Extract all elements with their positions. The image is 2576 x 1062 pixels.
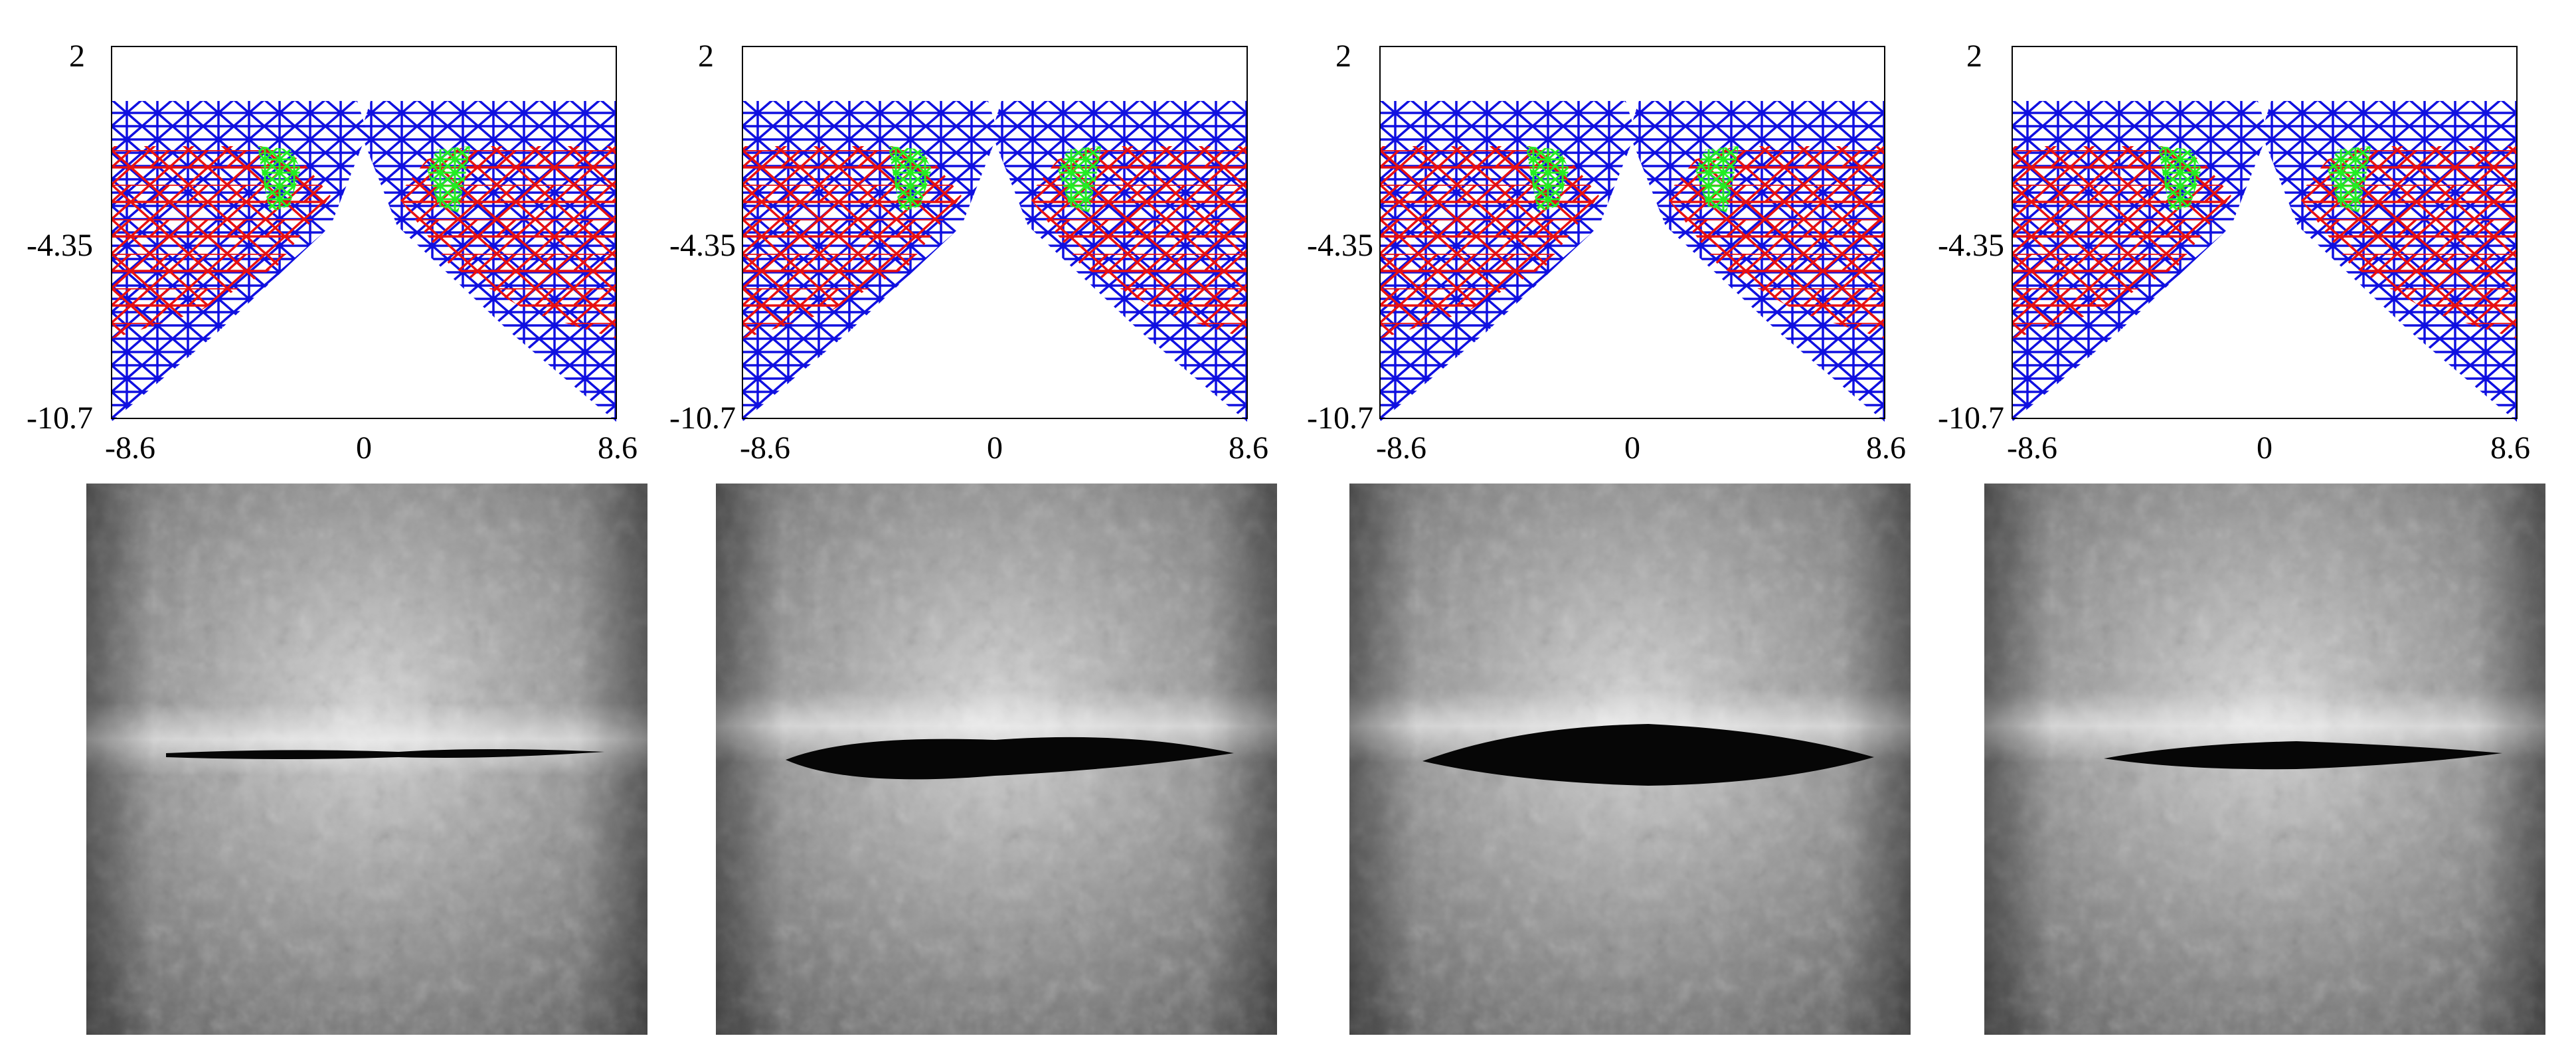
y-tick-bottom: -10.7 bbox=[27, 400, 93, 436]
x-tick-center: 0 bbox=[356, 430, 372, 466]
mesh-panel-1 bbox=[111, 46, 617, 422]
mesh-panel-2 bbox=[742, 46, 1248, 422]
incision-slit bbox=[1422, 724, 1874, 786]
incision-slit bbox=[786, 737, 1234, 780]
tissue-photo-3 bbox=[1349, 484, 1911, 1035]
x-tick-left: -8.6 bbox=[740, 430, 790, 466]
tissue-photos bbox=[86, 484, 2545, 1035]
y-tick-mid: -4.35 bbox=[1307, 228, 1373, 263]
x-tick-center: 0 bbox=[1624, 430, 1640, 466]
mesh-panels bbox=[111, 46, 2518, 422]
x-tick-right: 8.6 bbox=[1229, 430, 1268, 466]
panel-frame bbox=[742, 46, 1248, 419]
x-tick-right: 8.6 bbox=[2490, 430, 2530, 466]
tick-labels: 2 -4.35 -10.7 -8.6 0 8.6 2 -4.35 -10.7 -… bbox=[27, 39, 2530, 466]
y-tick-bottom: -10.7 bbox=[669, 400, 736, 436]
y-tick-top: 2 bbox=[69, 39, 85, 74]
y-tick-mid: -4.35 bbox=[27, 228, 93, 263]
y-tick-bottom: -10.7 bbox=[1938, 400, 2004, 436]
x-tick-center: 0 bbox=[987, 430, 1003, 466]
incision-slit bbox=[166, 749, 604, 759]
tissue-photo-1 bbox=[86, 484, 647, 1035]
mesh-panel-3 bbox=[1379, 46, 1885, 422]
y-tick-top: 2 bbox=[1335, 39, 1351, 74]
mesh-panel-4 bbox=[2012, 46, 2518, 422]
y-tick-bottom: -10.7 bbox=[1307, 400, 1373, 436]
panel-frame bbox=[2012, 46, 2518, 419]
tissue-photo-4 bbox=[1984, 484, 2545, 1035]
y-tick-mid: -4.35 bbox=[1938, 228, 2004, 263]
y-tick-top: 2 bbox=[1966, 39, 1982, 74]
x-tick-right: 8.6 bbox=[598, 430, 638, 466]
x-tick-center: 0 bbox=[2257, 430, 2273, 466]
incision-slit bbox=[2104, 741, 2502, 770]
y-tick-top: 2 bbox=[698, 39, 714, 74]
panel-frame bbox=[111, 46, 617, 419]
x-tick-left: -8.6 bbox=[2007, 430, 2057, 466]
tissue-photo-2 bbox=[716, 484, 1277, 1035]
panel-frame bbox=[1379, 46, 1885, 419]
x-tick-left: -8.6 bbox=[1376, 430, 1426, 466]
y-tick-mid: -4.35 bbox=[669, 228, 736, 263]
x-tick-left: -8.6 bbox=[105, 430, 155, 466]
x-tick-right: 8.6 bbox=[1866, 430, 1906, 466]
